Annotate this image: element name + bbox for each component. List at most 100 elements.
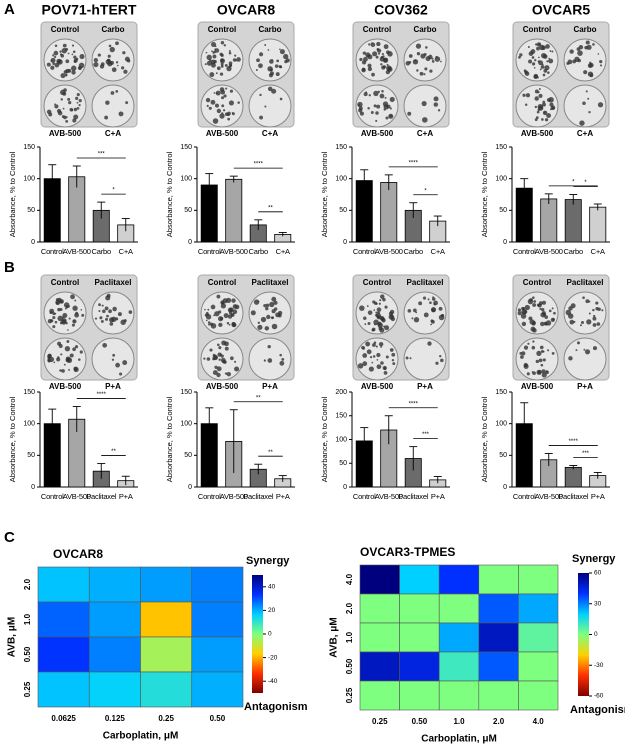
y-tick-label: 2.0 — [23, 578, 32, 590]
colony — [228, 50, 231, 52]
colony — [408, 54, 413, 58]
colony — [576, 341, 581, 345]
colony — [376, 47, 380, 51]
colony — [60, 89, 66, 96]
colony — [538, 301, 543, 306]
colony — [363, 316, 367, 320]
colony — [253, 299, 260, 305]
colony — [525, 93, 531, 98]
heatmap-cell — [140, 636, 193, 673]
colony — [551, 351, 555, 355]
colony — [267, 358, 273, 363]
colony — [588, 110, 591, 114]
colony — [420, 53, 426, 59]
colony — [76, 101, 79, 104]
colony — [53, 55, 57, 59]
colony — [523, 363, 529, 369]
colony — [367, 66, 373, 72]
colony — [373, 90, 379, 97]
colony — [533, 67, 536, 69]
colony — [538, 43, 541, 46]
colony — [54, 44, 58, 48]
colony — [72, 50, 76, 54]
colony — [206, 60, 213, 66]
colony — [112, 353, 116, 357]
colony — [222, 298, 228, 304]
colony — [228, 323, 231, 326]
colony — [383, 367, 387, 370]
colony — [78, 104, 81, 107]
colony — [425, 46, 428, 49]
y-tick-label: 2.0 — [345, 602, 354, 614]
colony — [285, 58, 290, 63]
colony — [219, 316, 224, 321]
colony — [205, 314, 212, 320]
colony — [209, 59, 212, 62]
colony — [61, 369, 65, 373]
colony — [71, 109, 74, 112]
x-tick-label: 0.25 — [372, 717, 388, 726]
plate-label: P+A — [577, 382, 593, 391]
colony — [532, 296, 535, 299]
colony — [361, 67, 366, 71]
colony — [58, 344, 63, 349]
colorbar-tick-label: 0 — [268, 631, 272, 638]
plate-label: C+A — [417, 129, 433, 138]
colony — [597, 102, 604, 108]
colony — [207, 308, 210, 311]
y-tick-label: 100 — [180, 421, 192, 428]
colony — [226, 322, 230, 325]
heatmap-cell — [88, 601, 141, 638]
colony — [416, 69, 419, 72]
colony — [111, 358, 115, 361]
colony — [258, 63, 263, 69]
colony — [221, 112, 224, 115]
colony — [524, 70, 528, 75]
colony — [73, 114, 79, 120]
colony — [71, 323, 75, 327]
colony — [76, 92, 80, 97]
x-tick-label: Paclitaxel — [558, 492, 589, 501]
colony — [433, 102, 439, 107]
colony — [544, 315, 549, 319]
heatmap-cell — [478, 593, 519, 624]
colony — [93, 57, 99, 63]
colony — [206, 104, 209, 107]
colony — [367, 321, 371, 325]
colony — [264, 105, 267, 108]
colony — [64, 346, 71, 352]
colony — [124, 56, 130, 62]
colony — [601, 309, 604, 312]
colony — [548, 57, 550, 60]
colony — [265, 303, 270, 308]
well — [403, 38, 447, 82]
colony — [203, 357, 206, 360]
colony — [206, 357, 211, 361]
colony — [380, 294, 385, 299]
colony — [57, 110, 63, 116]
colony — [73, 107, 78, 112]
bar — [564, 199, 582, 243]
colony — [212, 354, 218, 361]
colony — [221, 301, 225, 305]
colony — [368, 366, 374, 372]
y-tick-label: 100 — [23, 176, 35, 183]
colony — [532, 303, 537, 307]
colony — [266, 314, 271, 320]
colony — [207, 323, 211, 326]
x-tick-label: 0.25 — [158, 714, 174, 723]
heatmap-cell — [438, 564, 480, 595]
significance-label: *** — [582, 451, 590, 457]
colony — [105, 59, 112, 65]
colony — [68, 368, 70, 371]
colony — [392, 362, 396, 366]
colony — [99, 64, 105, 69]
colony — [567, 59, 573, 65]
colony — [527, 298, 534, 305]
colony — [115, 89, 119, 93]
colony — [419, 71, 424, 76]
colony — [520, 355, 524, 359]
colorbar-tick-label: -30 — [594, 662, 604, 669]
colony — [428, 54, 433, 60]
y-tick-label: 150 — [23, 389, 35, 396]
